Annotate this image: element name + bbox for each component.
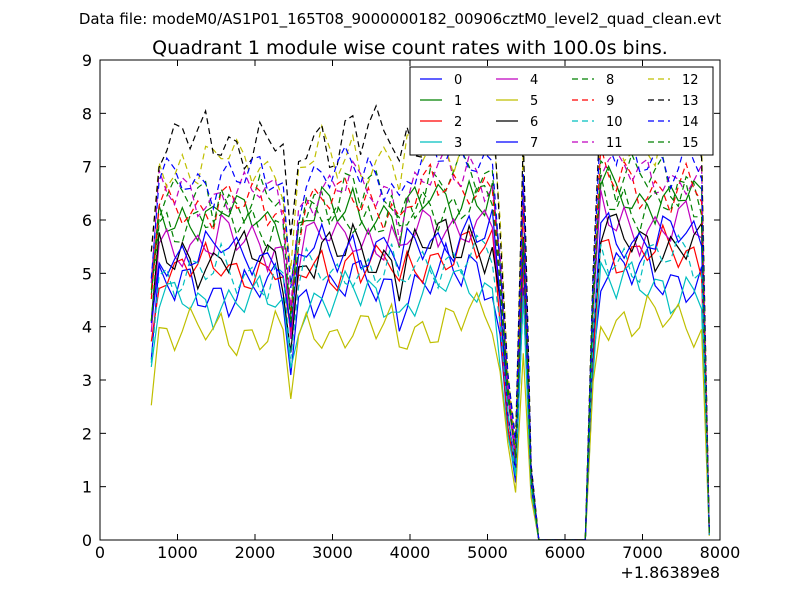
legend-label-11: 11 [606, 136, 623, 151]
x-tick-label: 6000 [545, 543, 586, 562]
series-line-0 [150, 241, 710, 540]
series-line-9 [150, 146, 710, 540]
legend-label-3: 3 [454, 136, 462, 151]
y-tick-label: 3 [82, 371, 92, 390]
legend-label-9: 9 [606, 94, 614, 109]
legend-label-6: 6 [530, 115, 538, 130]
figure-suptitle: Data file: modeM0/AS1P01_165T08_90000001… [79, 10, 721, 29]
y-tick-label: 5 [82, 264, 92, 283]
legend-label-0: 0 [454, 73, 462, 88]
chart-title: Quadrant 1 module wise count rates with … [152, 37, 668, 59]
series-line-10 [150, 233, 710, 540]
series-line-8 [150, 148, 710, 540]
y-tick-label: 6 [82, 211, 92, 230]
y-tick-label: 9 [82, 51, 92, 70]
x-tick-label: 3000 [312, 543, 353, 562]
plot-area: 0 1000 2000 3000 4000 5000 6000 7000 80000123456… [82, 51, 741, 562]
y-tick-label: 0 [82, 531, 92, 550]
x-tick-label: 0 [95, 543, 105, 562]
y-tick-label: 8 [82, 104, 92, 123]
legend-label-10: 10 [606, 115, 623, 130]
legend-label-15: 15 [682, 136, 699, 151]
legend-label-12: 12 [682, 73, 699, 88]
legend-label-14: 14 [682, 115, 699, 130]
x-tick-label: 1000 [157, 543, 198, 562]
series-line-5 [150, 291, 710, 540]
series-line-15 [150, 174, 710, 540]
x-tick-label: 2000 [235, 543, 276, 562]
legend-label-4: 4 [530, 73, 538, 88]
legend-label-2: 2 [454, 115, 462, 130]
series-line-1 [150, 164, 710, 540]
series-line-7 [150, 209, 710, 540]
y-tick-label: 2 [82, 424, 92, 443]
series-line-4 [150, 190, 710, 540]
x-offset-label: +1.86389e8 [620, 563, 720, 582]
series-line-3 [150, 260, 710, 540]
series-line-6 [150, 213, 710, 540]
legend-label-7: 7 [530, 136, 538, 151]
x-tick-label: 5000 [467, 543, 508, 562]
legend-label-13: 13 [682, 94, 699, 109]
y-tick-label: 4 [82, 318, 92, 337]
x-tick-label: 7000 [622, 543, 663, 562]
y-tick-label: 7 [82, 158, 92, 177]
legend-label-5: 5 [530, 94, 538, 109]
y-tick-label: 1 [82, 478, 92, 497]
series-line-2 [150, 223, 710, 540]
x-tick-label: 8000 [700, 543, 741, 562]
x-tick-label: 4000 [390, 543, 431, 562]
legend-box [409, 66, 714, 156]
legend-label-1: 1 [454, 94, 462, 109]
legend-label-8: 8 [606, 73, 614, 88]
